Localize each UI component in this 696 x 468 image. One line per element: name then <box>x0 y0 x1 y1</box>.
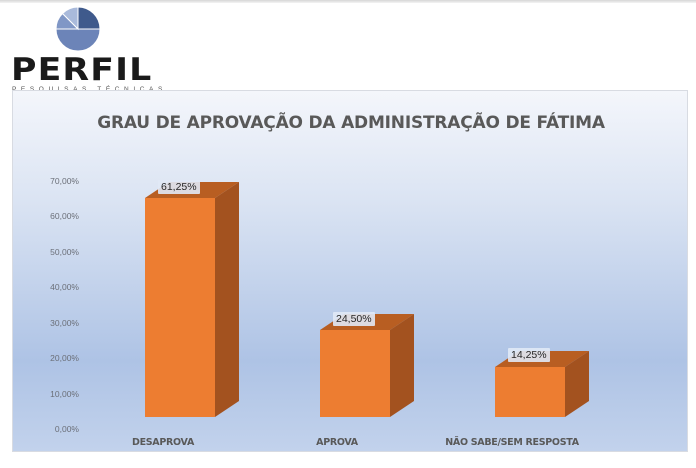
bar-aprova[interactable] <box>320 314 416 417</box>
x-label: NÃO SABE/SEM RESPOSTA <box>445 437 579 448</box>
bar-3d-faces <box>145 182 239 417</box>
y-tick: 70,00% <box>50 176 79 186</box>
y-tick: 30,00% <box>50 318 79 328</box>
y-tick: 20,00% <box>50 353 79 363</box>
perfil-logo: PERFIL PESQUISAS TÉCNICAS <box>8 4 162 93</box>
bar-desaprova[interactable] <box>145 182 241 417</box>
x-label: DESAPROVA <box>131 437 195 448</box>
y-tick: 60,00% <box>50 211 79 221</box>
bar-3d-faces <box>320 314 414 417</box>
data-label: 24,50% <box>333 312 375 326</box>
x-label: APROVA <box>316 437 358 448</box>
top-border <box>0 0 696 3</box>
pie-logo-icon <box>55 6 101 52</box>
y-tick: 0,00% <box>54 424 79 434</box>
chart-title: GRAU DE APROVAÇÃO DA ADMINISTRAÇÃO DE FÁ… <box>97 113 605 133</box>
logo-wordmark: PERFIL <box>11 52 153 88</box>
y-tick: 50,00% <box>50 247 79 257</box>
data-label: 61,25% <box>158 180 200 194</box>
y-tick: 10,00% <box>50 389 79 399</box>
y-tick: 40,00% <box>50 282 79 292</box>
data-label: 14,25% <box>508 348 550 362</box>
chart-area: GRAU DE APROVAÇÃO DA ADMINISTRAÇÃO DE FÁ… <box>12 90 688 452</box>
logo-tagline: PESQUISAS TÉCNICAS <box>12 86 167 93</box>
